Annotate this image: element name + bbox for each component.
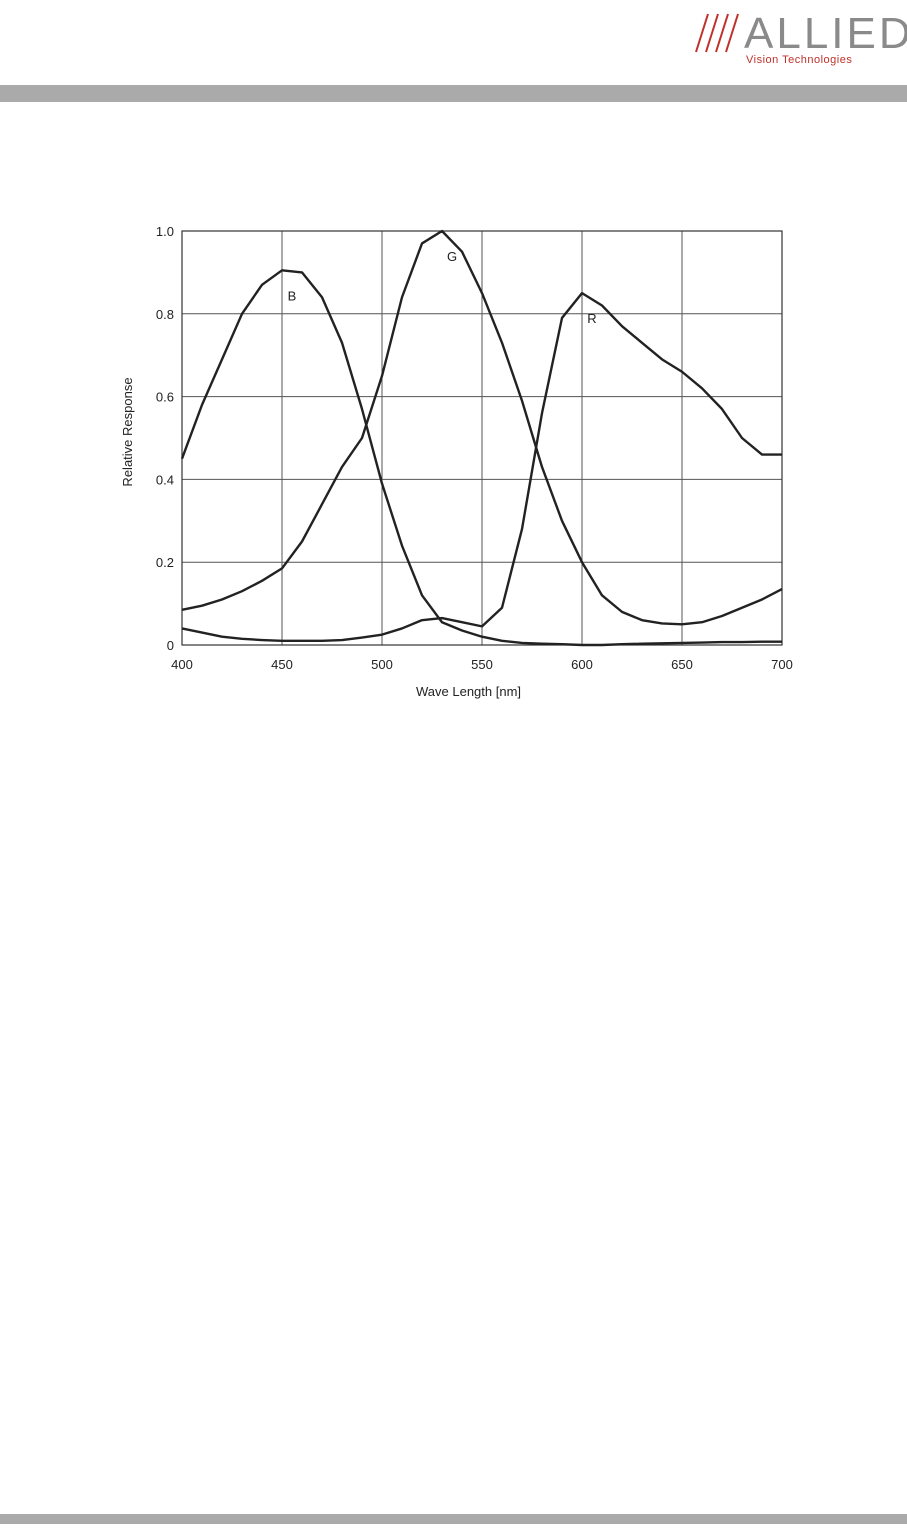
- series-label: B: [288, 288, 297, 303]
- x-axis-label: Wave Length [nm]: [416, 684, 521, 699]
- y-axis-label: Relative Response: [120, 377, 135, 486]
- series-line: [181, 229, 783, 626]
- y-tick-label: 0: [167, 638, 174, 653]
- y-tick-label: 0.2: [156, 555, 174, 570]
- tagline: Vision Technologies: [746, 54, 852, 66]
- series-label: R: [587, 311, 596, 326]
- plot-frame: [181, 230, 783, 646]
- header-bar: [0, 85, 907, 102]
- x-tick-label: 600: [571, 657, 593, 672]
- series-label: G: [447, 249, 457, 264]
- x-tick-label: 550: [471, 657, 493, 672]
- series-line: [181, 291, 782, 643]
- x-tick-label: 500: [371, 657, 393, 672]
- y-tick-label: 1.0: [156, 224, 174, 239]
- x-tick-label: 450: [271, 657, 293, 672]
- y-tick-label: 0.6: [156, 390, 174, 405]
- y-tick-label: 0.8: [156, 307, 174, 322]
- logo: ALLIED: [744, 9, 907, 58]
- x-tick-label: 650: [671, 657, 693, 672]
- y-tick-label: 0.4: [156, 472, 174, 487]
- series-line: [180, 269, 782, 647]
- x-tick-label: 400: [171, 657, 193, 672]
- x-tick-label: 700: [771, 657, 793, 672]
- logo-slashes: [695, 13, 739, 53]
- footer-bar: [0, 1514, 907, 1524]
